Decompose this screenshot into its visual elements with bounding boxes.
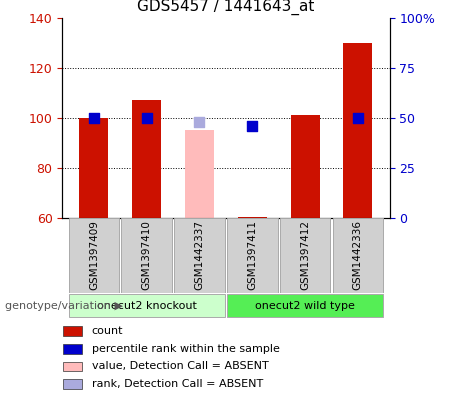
Text: value, Detection Call = ABSENT: value, Detection Call = ABSENT [92, 362, 269, 371]
Bar [64, 379, 82, 389]
Text: GSM1397410: GSM1397410 [142, 220, 152, 290]
Point [196, 119, 203, 125]
Text: GSM1397412: GSM1397412 [300, 220, 310, 290]
Point [90, 115, 98, 121]
Text: rank, Detection Call = ABSENT: rank, Detection Call = ABSENT [92, 379, 263, 389]
Text: GSM1442337: GSM1442337 [195, 220, 205, 290]
Bar [69, 294, 225, 317]
Bar [238, 217, 267, 218]
Bar [280, 218, 331, 293]
Point [248, 123, 256, 129]
Text: genotype/variation ▶: genotype/variation ▶ [5, 301, 123, 310]
Text: GSM1442336: GSM1442336 [353, 220, 363, 290]
Bar [227, 218, 278, 293]
Bar [64, 326, 82, 336]
Bar [64, 362, 82, 371]
Bar [332, 218, 383, 293]
Text: onecut2 wild type: onecut2 wild type [255, 301, 355, 310]
Bar [227, 294, 383, 317]
Point [143, 115, 150, 121]
Text: onecut2 knockout: onecut2 knockout [97, 301, 197, 310]
Bar [174, 218, 225, 293]
Bar [290, 116, 319, 218]
Text: percentile rank within the sample: percentile rank within the sample [92, 344, 280, 354]
Bar [185, 130, 214, 218]
Bar [343, 43, 372, 218]
Bar [64, 344, 82, 354]
Text: GSM1397409: GSM1397409 [89, 220, 99, 290]
Bar [121, 218, 172, 293]
Text: count: count [92, 326, 124, 336]
Bar [79, 118, 108, 218]
Bar [132, 100, 161, 218]
Point [354, 115, 361, 121]
Title: GDS5457 / 1441643_at: GDS5457 / 1441643_at [137, 0, 314, 15]
Bar [69, 218, 119, 293]
Text: GSM1397411: GSM1397411 [247, 220, 257, 290]
